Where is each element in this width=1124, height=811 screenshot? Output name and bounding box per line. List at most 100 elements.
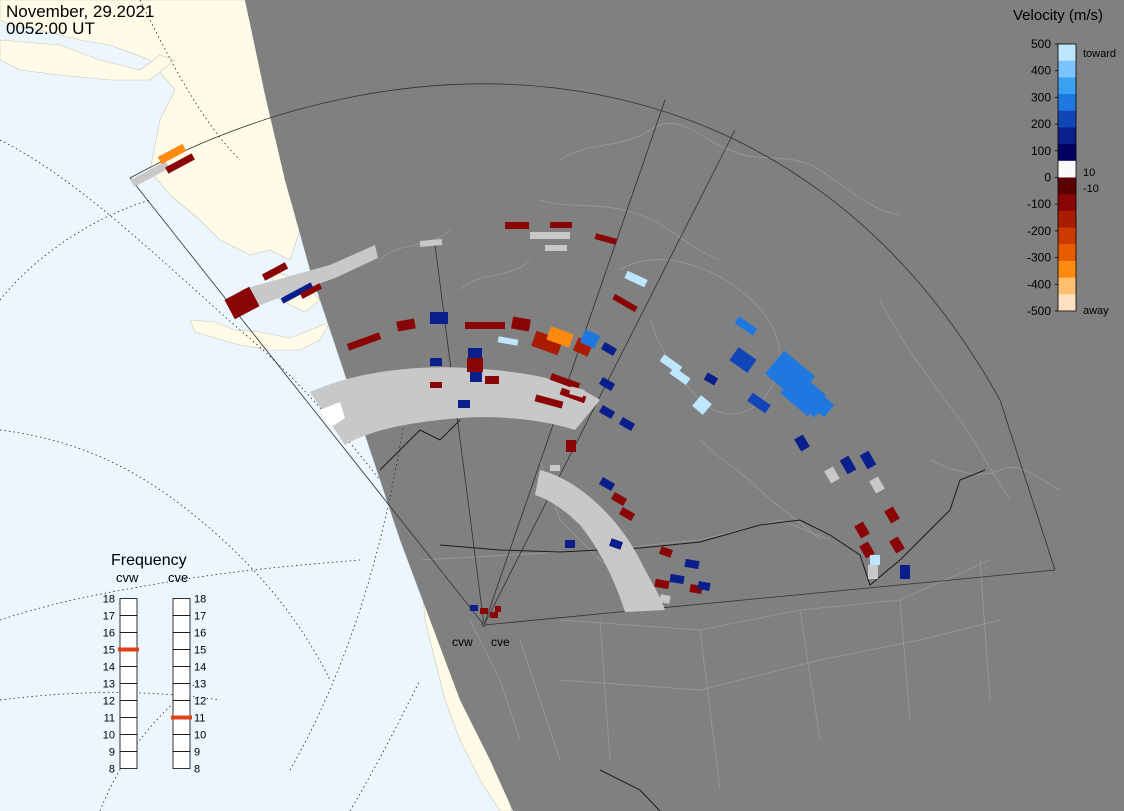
velocity-cell xyxy=(659,594,671,604)
frequency-cell xyxy=(119,598,138,616)
velocity-cell xyxy=(900,565,910,579)
frequency-marker-cve xyxy=(171,715,192,720)
frequency-level-label: 14 xyxy=(194,662,206,674)
frequency-level-label: 14 xyxy=(103,662,115,674)
colorbar-segment xyxy=(1058,294,1076,312)
frequency-level-label: 16 xyxy=(194,628,206,640)
colorbar-segment xyxy=(1058,227,1076,245)
velocity-cell xyxy=(130,161,170,187)
velocity-cell xyxy=(549,373,581,390)
velocity-cell xyxy=(511,316,531,332)
velocity-cell xyxy=(658,546,674,558)
frequency-level-label: 18 xyxy=(194,594,206,606)
frequency-radar-cve: cve xyxy=(168,570,188,585)
velocity-cell xyxy=(859,450,877,470)
colorbar-segment xyxy=(1058,160,1076,178)
velocity-cell xyxy=(430,312,448,324)
colorbar-segment xyxy=(1058,144,1076,162)
velocity-cell xyxy=(811,394,835,418)
frequency-level-label: 17 xyxy=(194,611,206,623)
radar-label-cvw: cvw xyxy=(452,635,473,649)
colorbar-segment xyxy=(1058,44,1076,62)
velocity-cell xyxy=(654,578,670,590)
frequency-cell xyxy=(119,649,138,667)
velocity-cell xyxy=(854,521,870,539)
velocity-cell xyxy=(884,506,900,524)
frequency-marker-cvw xyxy=(118,647,139,652)
frequency-cell xyxy=(119,615,138,633)
fov-outline xyxy=(129,83,1056,626)
velocity-cell xyxy=(430,358,442,366)
velocity-cell xyxy=(458,400,470,408)
frequency-level-label: 12 xyxy=(194,696,206,708)
velocity-cell xyxy=(594,233,618,245)
velocity-cell xyxy=(839,455,857,475)
geographic-lines xyxy=(379,122,1061,791)
velocity-cell xyxy=(684,558,700,570)
frequency-cell xyxy=(119,700,138,718)
frequency-cell xyxy=(119,683,138,701)
colorbar-tick-label: 0 xyxy=(1044,171,1051,185)
colorbar-tick-label: -200 xyxy=(1027,224,1051,238)
colorbar-tick-label: -100 xyxy=(1027,197,1051,211)
frequency-title: Frequency xyxy=(111,552,187,569)
velocity-cell xyxy=(545,245,567,251)
ground-scatter-arc-east xyxy=(535,470,665,612)
velocity-cell xyxy=(618,417,636,431)
velocity-cell xyxy=(598,377,616,391)
velocity-cell xyxy=(485,376,499,384)
colorbar-segment xyxy=(1058,260,1076,279)
ground-scatter-north xyxy=(240,245,378,305)
velocity-cell xyxy=(600,342,618,356)
velocity-cell xyxy=(465,322,505,329)
velocity-cell xyxy=(490,612,498,618)
colorbar-away-label: away xyxy=(1083,305,1109,317)
frequency-level-label: 16 xyxy=(103,628,115,640)
velocity-cell xyxy=(579,329,601,349)
velocity-cell xyxy=(868,565,878,579)
velocity-cell xyxy=(546,326,574,348)
velocity-cell xyxy=(534,394,564,409)
velocity-cell xyxy=(859,541,875,559)
velocity-cells xyxy=(130,143,910,618)
velocity-cell xyxy=(299,283,323,299)
frequency-cell xyxy=(119,717,138,735)
velocity-cell xyxy=(157,143,187,165)
frequency-level-label: 9 xyxy=(194,747,200,759)
colorbar-segment xyxy=(1058,210,1076,229)
colorbar-minus-label: -10 xyxy=(1083,183,1099,195)
frequency-cell xyxy=(172,683,191,701)
velocity-cell xyxy=(346,332,382,351)
velocity-cell xyxy=(734,316,758,336)
velocity-cell xyxy=(550,222,572,228)
colorbar-tick-label: 200 xyxy=(1031,117,1051,131)
frequency-level-label: 17 xyxy=(103,611,115,623)
velocity-cell xyxy=(624,270,648,288)
frequency-panel: Frequency cvw cve 18 17 16 15 14 13 12 11 10 9 8 18… xyxy=(103,552,207,776)
colorbar-segment xyxy=(1058,194,1076,212)
velocity-cell xyxy=(598,405,616,419)
colorbar-tick-label: -400 xyxy=(1027,277,1051,291)
velocity-cell xyxy=(505,222,529,229)
frequency-cell xyxy=(119,632,138,650)
velocity-cell xyxy=(550,465,560,471)
frequency-cell xyxy=(172,751,191,769)
velocity-cell xyxy=(495,606,501,612)
velocity-cell xyxy=(224,286,260,320)
frequency-cell xyxy=(172,700,191,718)
radar-label-cve: cve xyxy=(491,635,510,649)
velocity-cell xyxy=(468,348,482,358)
frequency-level-label: 13 xyxy=(194,679,206,691)
velocity-cell xyxy=(869,476,885,494)
velocity-cell xyxy=(608,538,624,550)
frequency-level-label: 11 xyxy=(194,713,205,725)
frequency-level-label: 11 xyxy=(104,713,115,725)
frequency-level-label: 15 xyxy=(194,645,206,657)
ground-scatter-patch xyxy=(320,402,345,428)
velocity-cell xyxy=(729,347,757,373)
velocity-cell xyxy=(669,366,691,386)
frequency-cell xyxy=(172,615,191,633)
frequency-level-label: 13 xyxy=(103,679,115,691)
night-shading xyxy=(245,0,1124,811)
